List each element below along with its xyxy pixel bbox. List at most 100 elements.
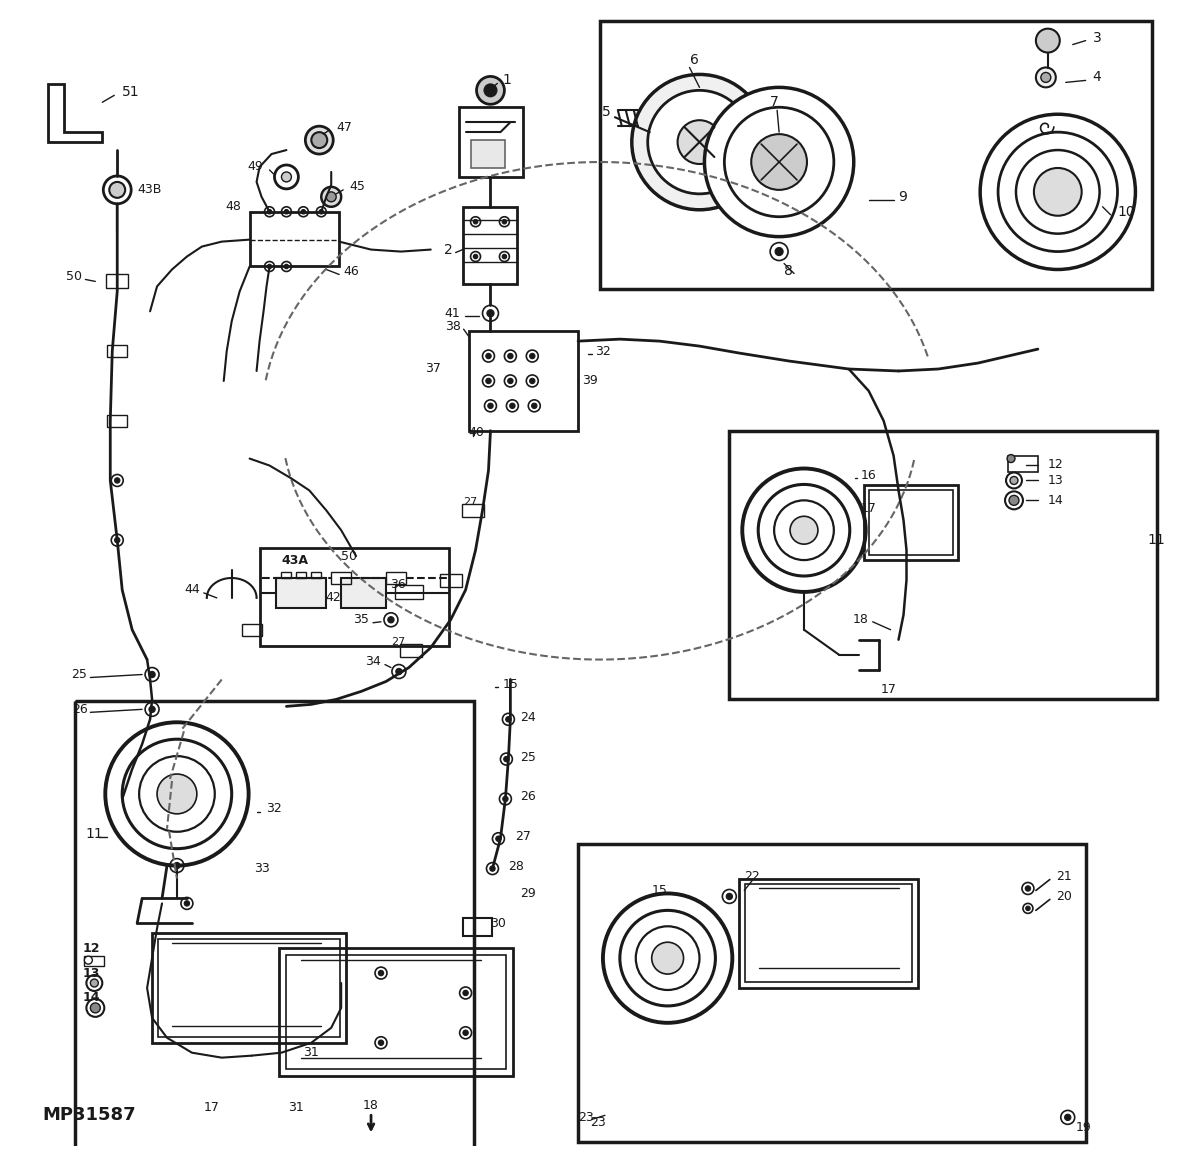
Text: 32: 32 — [267, 802, 282, 816]
Circle shape — [388, 617, 394, 623]
Circle shape — [110, 182, 125, 198]
Circle shape — [473, 219, 478, 224]
Text: 50: 50 — [66, 270, 83, 283]
Text: 5: 5 — [602, 106, 611, 119]
Bar — [152, 933, 346, 1043]
Text: 50: 50 — [341, 549, 358, 563]
Text: 9: 9 — [898, 190, 907, 203]
Text: 42: 42 — [326, 592, 341, 604]
Circle shape — [487, 403, 493, 409]
Text: 15: 15 — [503, 678, 518, 691]
Circle shape — [379, 971, 384, 976]
Bar — [280, 948, 513, 1075]
Circle shape — [485, 84, 497, 97]
Text: 15: 15 — [651, 884, 668, 897]
Text: 33: 33 — [254, 862, 269, 876]
Text: 51: 51 — [123, 85, 140, 99]
Bar — [296, 572, 307, 578]
Circle shape — [648, 91, 752, 194]
Text: 13: 13 — [83, 966, 100, 980]
Circle shape — [677, 121, 721, 164]
Circle shape — [301, 209, 306, 214]
Circle shape — [486, 354, 491, 358]
Circle shape — [1036, 29, 1060, 53]
Circle shape — [157, 774, 197, 813]
Text: 25: 25 — [72, 668, 87, 681]
Circle shape — [791, 516, 818, 545]
Circle shape — [312, 132, 327, 148]
Text: 25: 25 — [520, 750, 536, 764]
Text: 41: 41 — [445, 307, 460, 319]
Bar — [312, 572, 321, 578]
Circle shape — [184, 901, 190, 907]
Circle shape — [510, 403, 514, 409]
Circle shape — [1025, 907, 1030, 911]
Bar — [461, 504, 484, 517]
Circle shape — [1010, 477, 1018, 485]
Text: 20: 20 — [1056, 890, 1071, 903]
Text: 14: 14 — [1048, 494, 1063, 507]
Circle shape — [282, 172, 291, 182]
Text: 27: 27 — [516, 831, 531, 843]
Circle shape — [503, 219, 506, 224]
Circle shape — [114, 538, 120, 542]
Text: 39: 39 — [582, 375, 598, 387]
Circle shape — [149, 671, 156, 678]
Text: 6: 6 — [690, 54, 699, 68]
Circle shape — [268, 209, 271, 214]
Text: 17: 17 — [204, 1101, 219, 1113]
Text: 48: 48 — [225, 200, 242, 214]
Circle shape — [463, 990, 468, 996]
Circle shape — [504, 756, 509, 762]
Text: 27: 27 — [464, 498, 478, 508]
Text: 23: 23 — [590, 1116, 605, 1128]
Bar — [463, 918, 492, 936]
Circle shape — [507, 354, 513, 358]
Text: 12: 12 — [83, 942, 100, 955]
Text: 30: 30 — [491, 917, 506, 930]
Bar — [578, 843, 1086, 1142]
Circle shape — [651, 942, 683, 974]
Circle shape — [268, 264, 271, 269]
Circle shape — [496, 836, 502, 841]
Text: 17: 17 — [860, 502, 877, 515]
Circle shape — [91, 1003, 100, 1013]
Bar — [76, 701, 473, 1149]
Circle shape — [981, 114, 1135, 270]
Text: 31: 31 — [289, 1101, 304, 1113]
Text: 43B: 43B — [137, 184, 162, 196]
Circle shape — [490, 866, 496, 871]
Text: 46: 46 — [343, 265, 359, 278]
Text: 13: 13 — [1048, 473, 1063, 487]
Circle shape — [1016, 151, 1100, 233]
Circle shape — [704, 87, 854, 237]
Circle shape — [321, 187, 341, 207]
Bar — [158, 939, 340, 1036]
Text: 47: 47 — [336, 121, 352, 133]
Circle shape — [284, 264, 289, 269]
Text: 36: 36 — [391, 578, 406, 592]
Bar — [864, 485, 958, 560]
Text: 14: 14 — [83, 992, 100, 1004]
Text: 26: 26 — [520, 791, 536, 803]
Text: 43A: 43A — [282, 554, 308, 566]
Bar — [599, 21, 1153, 290]
Bar — [459, 107, 523, 177]
Circle shape — [1009, 495, 1020, 506]
Text: 22: 22 — [745, 870, 760, 884]
Circle shape — [530, 354, 535, 358]
Circle shape — [1064, 1115, 1071, 1120]
Bar — [242, 624, 262, 635]
Text: 18: 18 — [853, 614, 868, 626]
Text: 3: 3 — [1093, 31, 1101, 45]
Circle shape — [998, 132, 1117, 252]
Text: 28: 28 — [509, 861, 524, 873]
Text: 17: 17 — [880, 683, 897, 696]
Circle shape — [1034, 168, 1082, 216]
Bar — [341, 578, 386, 608]
Circle shape — [1036, 68, 1056, 87]
Circle shape — [284, 209, 289, 214]
Circle shape — [1007, 455, 1015, 463]
Text: 29: 29 — [520, 887, 536, 900]
Bar — [1008, 455, 1038, 471]
